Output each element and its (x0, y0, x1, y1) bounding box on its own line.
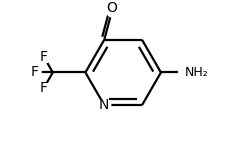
Text: O: O (106, 1, 117, 15)
Text: N: N (99, 98, 109, 112)
Text: NH₂: NH₂ (184, 66, 207, 79)
Text: F: F (40, 81, 48, 95)
Text: F: F (40, 50, 48, 64)
Text: F: F (31, 66, 39, 80)
